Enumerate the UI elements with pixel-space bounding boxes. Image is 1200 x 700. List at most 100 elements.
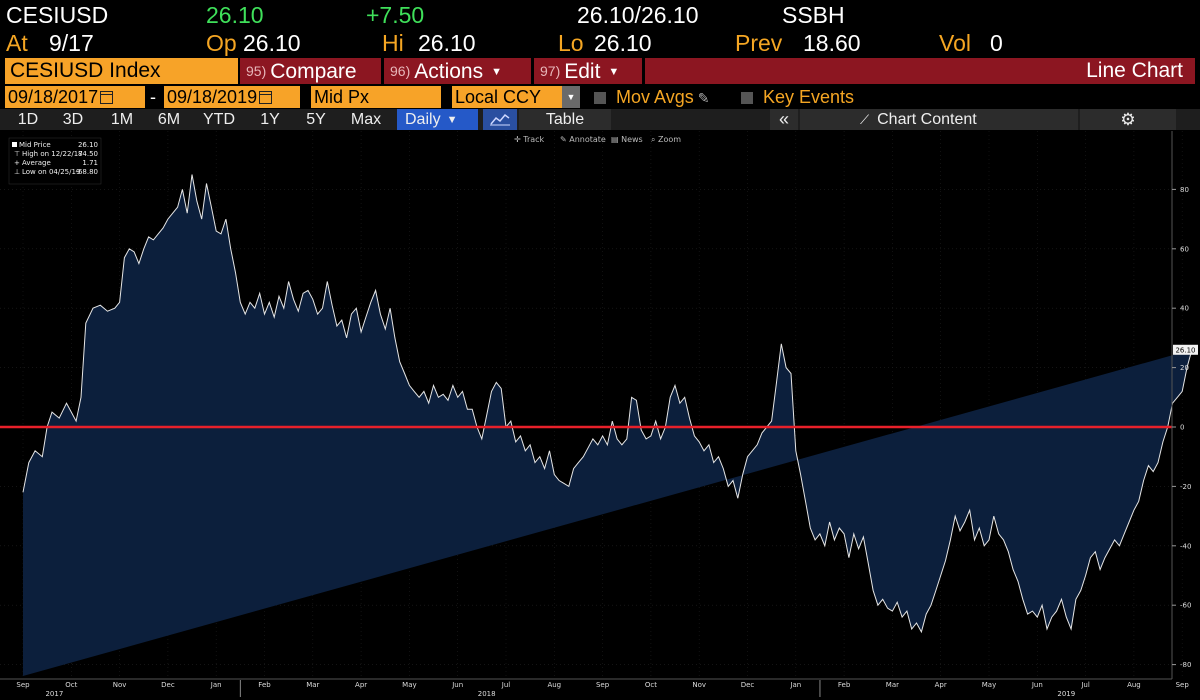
x-tick-label: Jan xyxy=(789,681,801,689)
y-tick-label: 80 xyxy=(1180,186,1189,194)
currency-selector[interactable]: Local CCY ▼ xyxy=(452,86,580,108)
pricing-source: SSBH xyxy=(782,2,845,28)
x-tick-label: Sep xyxy=(596,681,610,689)
x-tick-label: Aug xyxy=(547,681,561,689)
period-ytd[interactable]: YTD xyxy=(203,111,235,128)
y-tick-label: 20 xyxy=(1180,364,1189,372)
period-1y[interactable]: 1Y xyxy=(260,111,280,128)
x-tick-label: Jun xyxy=(451,681,463,689)
edit-button[interactable]: 97) Edit ▼ xyxy=(534,58,642,84)
period-1d[interactable]: 1D xyxy=(17,111,39,128)
calendar-icon[interactable] xyxy=(259,91,273,104)
x-tick-label: Feb xyxy=(258,681,271,689)
open-value: 26.10 xyxy=(243,30,301,56)
chart-type-label[interactable]: Line Chart xyxy=(645,58,1195,84)
security-field[interactable]: CESIUSD Index xyxy=(5,58,238,84)
x-tick-label: Sep xyxy=(1176,681,1190,689)
chevron-down-icon: ▼ xyxy=(446,114,458,126)
quote-header-row1: CESIUSD 26.10 +7.50 26.10/26.10 SSBH xyxy=(0,0,1200,28)
news-tool[interactable]: ▤ News xyxy=(611,135,643,144)
svg-text:⊤: ⊤ xyxy=(14,150,20,158)
y-tick-label: 40 xyxy=(1180,305,1189,313)
pencil-icon[interactable]: ✎ xyxy=(697,90,710,106)
table-button[interactable]: Table xyxy=(519,109,611,130)
x-tick-label: Oct xyxy=(65,681,77,689)
prev-value: 18.60 xyxy=(803,30,861,56)
legend-row-value: 26.10 xyxy=(78,141,98,149)
x-tick-label: Dec xyxy=(161,681,175,689)
line-chart[interactable]: 80 60 40 20 0 -20 -40 -60 -80 Sep Oct Nov Dec Jan Feb… xyxy=(0,131,1200,700)
x-tick-label: Aug xyxy=(1127,681,1141,689)
period-5y[interactable]: 5Y xyxy=(306,111,326,128)
x-tick-label: Jul xyxy=(1080,681,1090,689)
period-3d[interactable]: 3D xyxy=(62,111,84,128)
chevron-down-icon[interactable]: ▼ xyxy=(562,86,580,108)
year-label: 2018 xyxy=(478,690,496,698)
period-max[interactable]: Max xyxy=(350,111,382,128)
period-6m[interactable]: 6M xyxy=(157,111,181,128)
x-tick-label: Sep xyxy=(16,681,30,689)
start-date-field[interactable]: 09/18/2017 xyxy=(5,86,145,108)
x-tick-label: Apr xyxy=(355,681,367,689)
x-tick-label: Oct xyxy=(645,681,657,689)
currency-value: Local CCY xyxy=(455,87,542,107)
track-tool[interactable]: ✛ Track xyxy=(514,135,545,144)
y-tick-label: -60 xyxy=(1180,602,1191,610)
period-1m[interactable]: 1M xyxy=(110,111,134,128)
high-value: 26.10 xyxy=(418,30,476,56)
compare-number: 95) xyxy=(246,63,267,79)
year-label: 2017 xyxy=(45,690,63,698)
actions-button[interactable]: 96) Actions ▼ xyxy=(384,58,531,84)
at-label: At xyxy=(6,30,28,56)
y-tick-label: -40 xyxy=(1180,542,1191,550)
year-label: 2019 xyxy=(1057,690,1075,698)
x-tick-label: Feb xyxy=(838,681,851,689)
legend-row-value: 1.71 xyxy=(82,159,98,167)
last-value-box xyxy=(1173,344,1198,355)
chevron-down-icon: ▼ xyxy=(491,66,502,78)
checkbox-icon[interactable] xyxy=(741,92,753,104)
edit-label: Edit xyxy=(564,60,601,83)
mid-price-area xyxy=(23,174,1192,676)
x-tick-label: Nov xyxy=(113,681,127,689)
key-events-label: Key Events xyxy=(763,87,855,107)
line-chart-icon[interactable] xyxy=(483,109,517,130)
chart-icon: ⟋ xyxy=(860,112,870,127)
chart-content-label: Chart Content xyxy=(877,111,977,128)
x-tick-label: Jul xyxy=(501,681,511,689)
compare-button[interactable]: 95) Compare xyxy=(240,58,381,84)
price-change: +7.50 xyxy=(366,2,425,28)
x-tick-label: Nov xyxy=(692,681,706,689)
y-axis: 80 60 40 20 0 -20 -40 -60 -80 xyxy=(1172,186,1191,669)
annotate-tool[interactable]: ✎ Annotate xyxy=(560,135,606,144)
at-value: 9/17 xyxy=(49,30,94,56)
x-tick-label: May xyxy=(982,681,996,689)
low-label: Lo xyxy=(558,30,584,56)
legend-row-label: Low on 04/25/19 xyxy=(22,168,80,176)
volume-value: 0 xyxy=(990,30,1003,56)
actions-number: 96) xyxy=(390,63,411,79)
zoom-tool[interactable]: ⌕ Zoom xyxy=(651,135,681,144)
end-date-field[interactable]: 09/18/2019 xyxy=(164,86,300,108)
x-tick-label: Dec xyxy=(741,681,755,689)
x-tick-label: Jun xyxy=(1031,681,1043,689)
legend-row-value: 84.50 xyxy=(78,150,98,158)
checkbox-icon[interactable] xyxy=(594,92,606,104)
chart-legend: Mid Price 26.10 ⊤ High on 12/22/17 84.50… xyxy=(8,137,102,185)
chart-content-button[interactable]: ⟋ Chart Content xyxy=(800,109,1078,130)
actions-label: Actions xyxy=(414,60,484,83)
collapse-icon[interactable]: « xyxy=(770,109,798,130)
mov-avgs-toggle[interactable]: Mov Avgs ✎ xyxy=(594,86,734,108)
chevron-down-icon: ▼ xyxy=(608,66,620,78)
period-toolbar: 1D 3D 1M 6M YTD 1Y 5Y Max Daily ▼ Table «… xyxy=(0,109,1200,130)
x-tick-label: Apr xyxy=(935,681,947,689)
svg-text:+: + xyxy=(14,159,20,167)
frequency-selector[interactable]: Daily ▼ xyxy=(397,109,478,130)
key-events-toggle[interactable]: Key Events xyxy=(741,86,891,108)
gear-icon[interactable]: ⚙ xyxy=(1080,109,1176,130)
price-field-selector[interactable]: Mid Px xyxy=(311,86,441,108)
mov-avgs-label: Mov Avgs xyxy=(616,87,694,107)
calendar-icon[interactable] xyxy=(100,91,114,104)
svg-text:⊥: ⊥ xyxy=(14,168,20,176)
quote-header-row2: At 9/17 Op 26.10 Hi 26.10 Lo 26.10 Prev … xyxy=(0,28,1200,56)
